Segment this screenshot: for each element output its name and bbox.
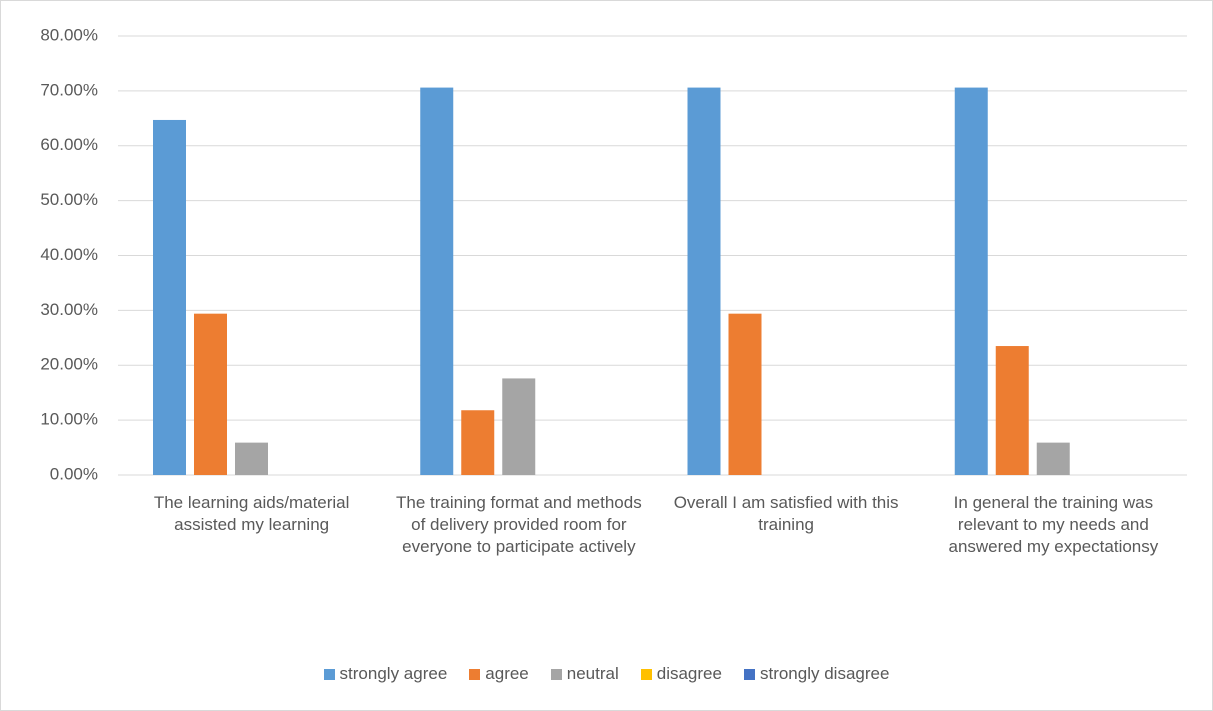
legend-label: neutral (566, 664, 619, 683)
bar (502, 378, 536, 475)
y-tick-label: 30.00% (40, 300, 98, 319)
legend-label: strongly disagree (759, 664, 890, 683)
y-tick-label: 20.00% (40, 355, 98, 374)
legend-item: strongly agree (323, 664, 448, 684)
legend-swatch (550, 668, 562, 680)
bar (461, 410, 495, 475)
y-tick-label: 60.00% (40, 135, 98, 154)
bar (194, 313, 227, 475)
bar (995, 346, 1029, 475)
bar (235, 442, 268, 475)
y-tick-label: 80.00% (40, 25, 98, 44)
legend-label: agree (485, 664, 529, 683)
y-tick-label: 70.00% (40, 80, 98, 99)
y-tick-label: 50.00% (40, 190, 98, 209)
x-tick-label: Overall I am satisfied with this trainin… (673, 493, 899, 534)
x-tick-label: The learning aids/material assisted my l… (153, 493, 350, 534)
legend-label: disagree (656, 664, 722, 683)
bar (728, 313, 762, 475)
legend-swatch (743, 668, 755, 680)
bar (420, 87, 454, 476)
legend-item: strongly disagree (743, 664, 890, 684)
bar (687, 87, 721, 476)
y-tick-label: 40.00% (40, 245, 98, 264)
legend-swatch (469, 668, 481, 680)
bar (153, 119, 186, 476)
y-tick-label: 0.00% (50, 464, 98, 483)
legend: strongly agree agree neutral disagree strong… (0, 664, 1213, 684)
x-tick-label: The training format and methods of deliv… (396, 493, 642, 556)
legend-swatch (640, 668, 652, 680)
legend-label: strongly agree (339, 664, 448, 683)
legend-item: neutral (550, 664, 619, 684)
x-tick-label: In general the training was relevant to … (948, 493, 1159, 556)
legend-swatch (323, 668, 335, 680)
legend-item: agree (469, 664, 529, 684)
y-tick-label: 10.00% (40, 410, 98, 429)
bar (1036, 442, 1070, 475)
bar (954, 87, 988, 476)
legend-item: disagree (640, 664, 722, 684)
